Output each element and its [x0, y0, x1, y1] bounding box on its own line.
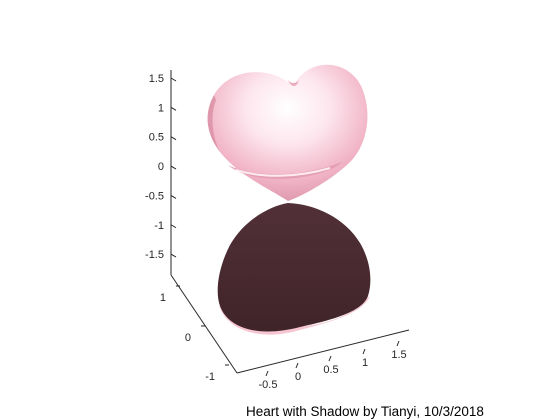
z-tick-mark	[170, 253, 177, 258]
y-axis-line	[170, 274, 238, 374]
heart-surface	[207, 64, 368, 201]
z-tick-label: -0.5	[145, 190, 164, 202]
z-tick-label: -1.5	[145, 249, 164, 261]
heart-body	[207, 64, 368, 201]
z-tick-label: -1	[154, 220, 164, 232]
heart-band-highlight	[235, 167, 331, 177]
shadow-surface	[217, 203, 371, 335]
z-tick-label: 0.5	[149, 132, 164, 144]
x-tick-label: 1	[362, 357, 368, 369]
x-tick-label: 0	[295, 371, 301, 383]
z-tick-mark	[170, 106, 177, 111]
z-tick-mark	[170, 77, 177, 82]
y-tick-label: 0	[185, 332, 191, 344]
x-tick-label: 0.5	[323, 364, 338, 376]
z-tick-label: 0	[158, 161, 164, 173]
heart-dimple	[288, 80, 299, 86]
z-tick-mark	[170, 136, 177, 141]
x-tick-label: 1.5	[391, 349, 406, 361]
x-tick-mark	[295, 362, 299, 369]
z-tick-mark	[170, 194, 177, 199]
x-tick-mark	[265, 370, 269, 377]
heart-left-edge	[207, 95, 220, 152]
z-tick-mark	[170, 224, 177, 229]
z-tick-label: 1.5	[149, 73, 164, 85]
z-tick-mark	[170, 165, 177, 170]
x-axis-line	[236, 329, 410, 374]
y-tick-label: 1	[160, 292, 166, 304]
shadow-heart	[217, 203, 371, 332]
x-tick-mark	[328, 355, 332, 362]
figure-caption: Heart with Shadow by Tianyi, 10/3/2018	[246, 404, 484, 419]
x-ticks: -0.5 0 0.5 1 1.5	[259, 340, 407, 391]
z-ticks: 1.5 1 0.5 0 -0.5 -1 -1.5	[145, 73, 177, 261]
x-tick-mark	[396, 340, 400, 347]
z-tick-label: 1	[158, 102, 164, 114]
x-tick-label: -0.5	[259, 379, 278, 391]
y-ticks: 1 0 -1	[160, 285, 229, 383]
x-tick-mark	[362, 348, 366, 355]
y-tick-label: -1	[205, 371, 215, 383]
